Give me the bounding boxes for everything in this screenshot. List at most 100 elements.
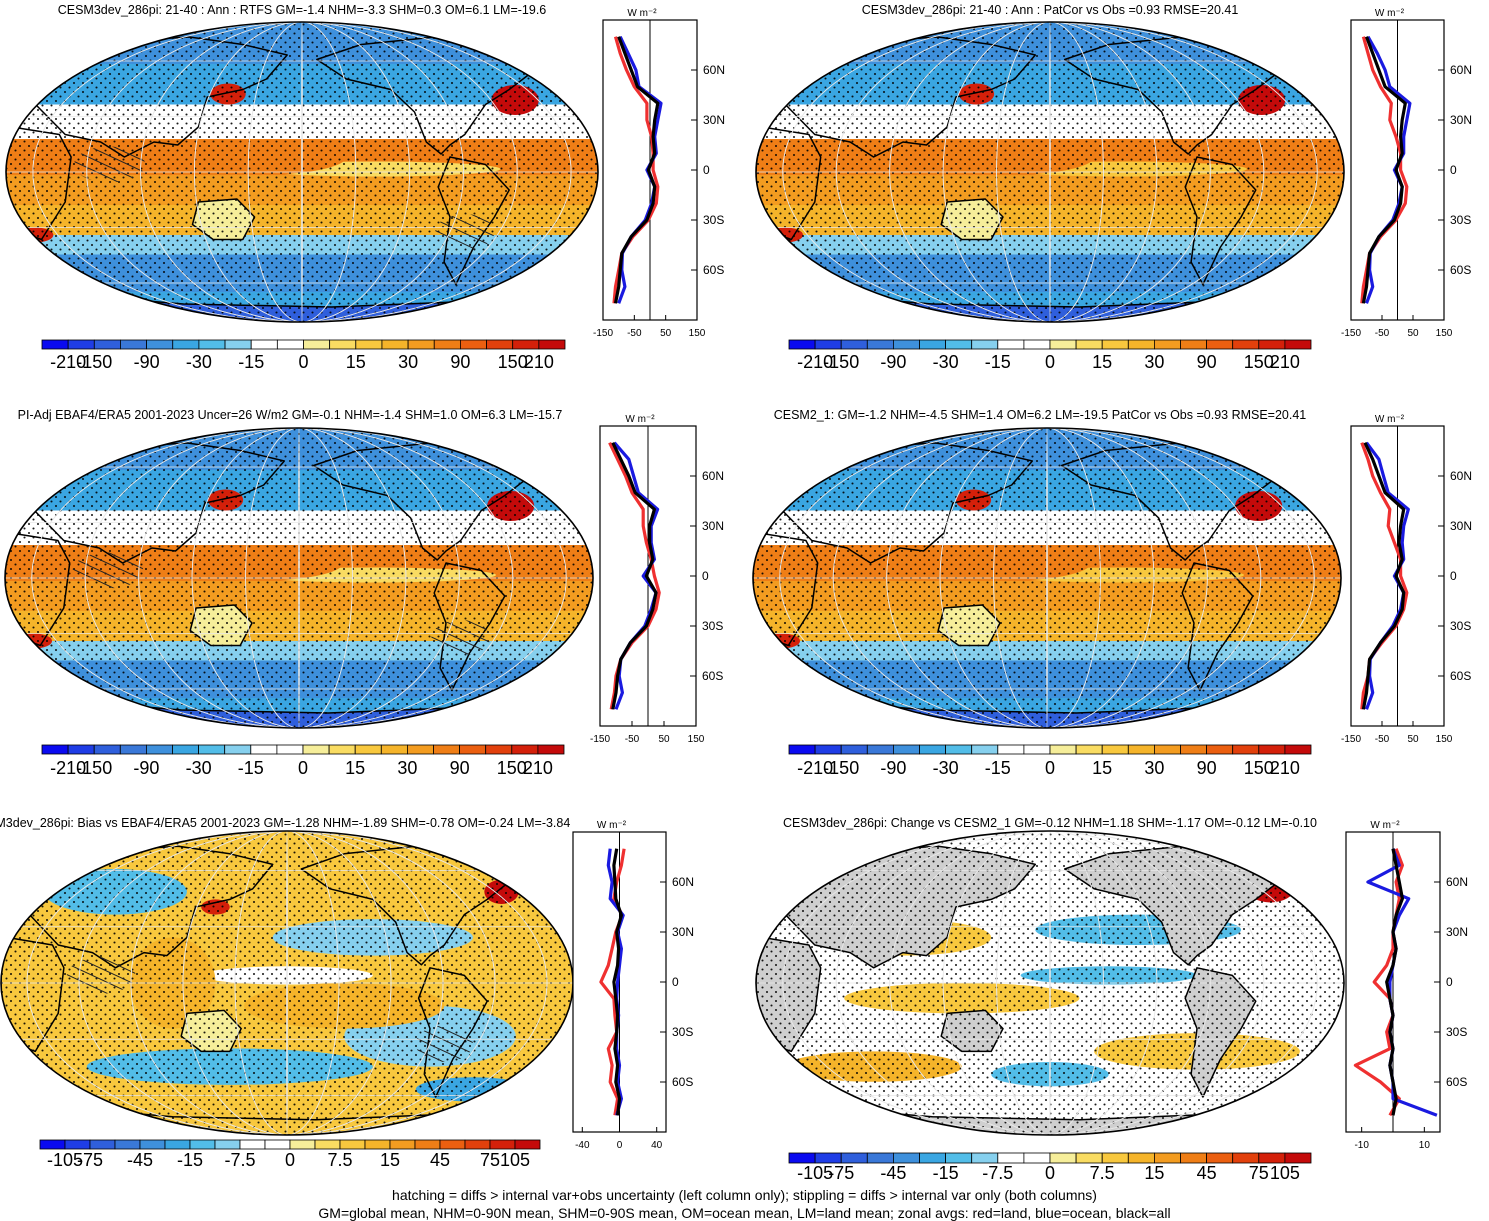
- graticule-lon: [301, 22, 303, 322]
- footer-line-2: GM=global mean, NHM=0-90N mean, SHM=0-90…: [318, 1205, 1171, 1221]
- graticule-lon: [298, 428, 300, 728]
- colorbar-cell: [1023, 339, 1051, 350]
- continent-greenland: [509, 430, 565, 471]
- zonal-profile: 60N 30N 0 30S 60S -150 -50 50 150 W m⁻²: [1341, 8, 1472, 339]
- colorbar-label: 30: [397, 758, 417, 778]
- y-tick-label: 30S: [672, 1025, 693, 1039]
- colorbar-cell: [1075, 1152, 1103, 1164]
- y-tick-label: 60S: [1446, 1075, 1467, 1089]
- colorbar-label: -90: [133, 758, 159, 778]
- x-tick-label: 50: [1407, 328, 1419, 339]
- x-tick-label: -10: [1354, 1140, 1369, 1151]
- colorbar-cell: [511, 744, 539, 755]
- graticule-lon: [234, 831, 340, 1135]
- graticule-lon: [31, 428, 567, 728]
- colorbar-cell: [1049, 744, 1077, 755]
- colorbar-cell: [1258, 339, 1286, 350]
- panel-4: CESM2_1: GM=-1.2 NHM=-4.5 SHM=1.4 OM=6.2…: [752, 408, 1472, 778]
- colorbar-cell: [41, 744, 69, 755]
- colorbar-cell: [250, 339, 278, 350]
- colorbar-label: -7.5: [224, 1150, 255, 1170]
- colorbar-label: -90: [134, 352, 160, 372]
- y-tick-label: 60N: [1446, 875, 1468, 889]
- panel-title: PI-Adj EBAF4/ERA5 2001-2023 Uncer=26 W/m…: [18, 408, 563, 422]
- graticule-lon: [191, 428, 407, 728]
- x-tick-label: -150: [593, 328, 613, 339]
- units-label: W m⁻²: [627, 8, 657, 19]
- y-tick-label: 60N: [703, 63, 725, 77]
- colorbar: -105-75 -45 -15 -7.5 0 7.5 15 45 75 105: [788, 1152, 1312, 1183]
- colorbar-cell: [1049, 1152, 1077, 1164]
- zonal-profile: 60N 30N 0 30S 60S -150 -50 50 150 W m⁻²: [593, 8, 725, 339]
- colorbar-label: -7.5: [982, 1163, 1013, 1183]
- graticule-lon: [942, 831, 1158, 1135]
- zonal-line-all: [612, 848, 623, 1116]
- y-tick-label: 60S: [703, 263, 724, 277]
- graticule-lon: [32, 22, 572, 322]
- colorbar-cell: [328, 744, 356, 755]
- colorbar-label: -210: [797, 352, 833, 372]
- colorbar-label: 7.5: [1090, 1163, 1115, 1183]
- colorbar-label: -210: [797, 758, 833, 778]
- colorbar-cell: [172, 339, 200, 350]
- colorbar-cell: [459, 339, 487, 350]
- colorbar-cell: [1232, 744, 1260, 755]
- panel-3: PI-Adj EBAF4/ERA5 2001-2023 Uncer=26 W/m…: [4, 408, 724, 778]
- map-plot: [756, 831, 1344, 1135]
- colorbar-cell: [1049, 339, 1077, 350]
- panel-6: CESM3dev_286pi: Change vs CESM2_1 GM=-0.…: [755, 816, 1468, 1183]
- x-tick-label: 0: [617, 1140, 623, 1151]
- x-tick-label: 150: [688, 734, 705, 745]
- graticule-lon: [86, 22, 518, 322]
- colorbar-label: -90: [880, 758, 906, 778]
- colorbar-cell: [264, 1139, 291, 1150]
- map-border: [755, 21, 1345, 323]
- x-tick-label: 50: [660, 328, 672, 339]
- graticule-lon: [245, 428, 353, 728]
- colorbar-cell: [339, 1139, 366, 1150]
- map-plot: [5, 428, 593, 728]
- hatching: [72, 552, 144, 589]
- graticule-lon: [782, 831, 1318, 1135]
- colorbar-label: 210: [523, 758, 553, 778]
- colorbar-label: 7.5: [327, 1150, 352, 1170]
- x-tick-label: -50: [627, 328, 642, 339]
- y-tick-label: 0: [703, 163, 710, 177]
- colorbar-cell: [866, 744, 894, 755]
- graticule-lon: [886, 428, 1208, 728]
- zonal-line-all: [613, 36, 660, 304]
- colorbar-cell: [67, 339, 95, 350]
- graticule-lon: [78, 831, 496, 1135]
- panel-title: CESM3dev_286pi: 21-40 : Ann : PatCor vs …: [862, 3, 1239, 17]
- colorbar-cell: [1232, 1152, 1260, 1164]
- colorbar-cell: [433, 744, 461, 755]
- colorbar-cell: [866, 1152, 894, 1164]
- x-tick-label: 150: [689, 328, 706, 339]
- continent-greenland: [1257, 430, 1313, 471]
- colorbar-label: 90: [450, 352, 470, 372]
- graticule-lon: [130, 831, 444, 1135]
- colorbar-cell: [364, 1139, 391, 1150]
- graticule-lon: [889, 831, 1211, 1135]
- colorbar-cell: [1075, 339, 1103, 350]
- colorbar-label: 15: [1092, 352, 1112, 372]
- x-tick-label: 10: [1419, 1140, 1431, 1151]
- map-border: [752, 427, 1342, 729]
- continent-greenland: [492, 833, 546, 875]
- colorbar-label: 150: [497, 758, 527, 778]
- zonal-line-all: [611, 442, 658, 710]
- colorbar-cell: [39, 1139, 66, 1150]
- colorbar-cell: [459, 744, 487, 755]
- y-tick-label: 60S: [702, 669, 723, 683]
- colorbar-cell: [893, 1152, 920, 1164]
- graticule-lon: [939, 428, 1155, 728]
- map-border: [5, 21, 599, 323]
- colorbar-cell: [997, 1152, 1025, 1164]
- colorbar-cell: [1180, 1152, 1208, 1164]
- colorbar-cell: [1154, 1152, 1181, 1164]
- map-plot: [753, 428, 1341, 728]
- colorbar-cell: [997, 744, 1025, 755]
- panel-title: CESM3dev_286pi: Bias vs EBAF4/ERA5 2001-…: [0, 816, 570, 830]
